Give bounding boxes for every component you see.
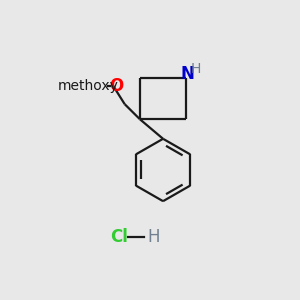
Text: H: H [148, 228, 160, 246]
Text: N: N [181, 65, 194, 83]
Text: methoxy: methoxy [58, 79, 119, 93]
Text: H: H [191, 62, 201, 76]
Text: O: O [110, 77, 124, 95]
Text: Cl: Cl [110, 228, 128, 246]
